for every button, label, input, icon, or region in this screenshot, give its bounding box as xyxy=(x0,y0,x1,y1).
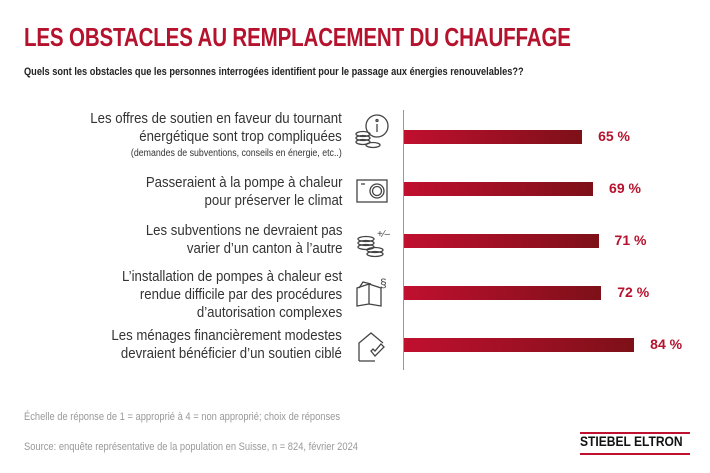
label-line: L’installation de pompes à chaleur est xyxy=(121,268,342,285)
law-book-icon: § xyxy=(356,276,387,307)
coins-plus-minus-icon: +∕– xyxy=(357,229,391,258)
svg-text:+∕–: +∕– xyxy=(377,229,391,240)
bar xyxy=(404,286,602,300)
subtitle: Quels sont les obstacles que les personn… xyxy=(24,66,524,78)
data-label: 71 % xyxy=(614,232,647,248)
category-label-4: L’installation de pompes à chaleur est r… xyxy=(122,268,342,322)
source-note: Source: enquête représentative de la pop… xyxy=(24,441,358,453)
category-label-1: Les offres de soutien en faveur du tourn… xyxy=(91,110,342,162)
category-label-2: Passeraient à la pompe à chaleur pour pr… xyxy=(145,174,342,210)
category-label-3: Les subventions ne devraient pas varier … xyxy=(145,222,342,258)
label-line: Les offres de soutien en faveur du tourn… xyxy=(90,110,342,127)
scale-note: Échelle de réponse de 1 = approprié à 4 … xyxy=(24,411,341,423)
category-label-5: Les ménages financièrement modestes devr… xyxy=(112,327,342,363)
label-line: Passeraient à la pompe à chaleur xyxy=(145,174,342,191)
label-line: devraient bénéficier d’un soutien ciblé xyxy=(121,345,342,362)
logo-text: STIEBEL ELTRON xyxy=(580,433,683,449)
data-label: 65 % xyxy=(598,128,631,144)
label-line: Les ménages financièrement modestes xyxy=(111,327,342,344)
label-line: varier d’un canton à l’autre xyxy=(186,240,342,257)
bar xyxy=(404,130,583,144)
bar xyxy=(404,338,635,352)
info-coins-icon xyxy=(355,114,389,149)
label-note: (demandes de subventions, conseils en én… xyxy=(131,148,342,159)
heat-pump-icon xyxy=(356,179,388,203)
page-title: LES OBSTACLES AU REMPLACEMENT DU CHAUFFA… xyxy=(24,22,571,52)
data-label: 72 % xyxy=(617,284,650,300)
svg-text:§: § xyxy=(380,276,387,290)
label-line: Les subventions ne devraient pas xyxy=(145,222,342,239)
category-axis-line xyxy=(403,110,404,370)
label-line: énergétique sont trop compliquées xyxy=(139,128,342,145)
house-check-icon xyxy=(358,332,385,362)
bar xyxy=(404,234,599,248)
data-label: 69 % xyxy=(609,180,641,196)
stiebel-eltron-logo: STIEBEL ELTRON xyxy=(580,432,690,455)
label-line: d’autorisation complexes xyxy=(196,304,342,321)
bar xyxy=(404,182,594,196)
label-line: pour préserver le climat xyxy=(204,192,342,209)
data-label: 84 % xyxy=(650,336,683,352)
label-line: rendue difficile par des procédures xyxy=(139,286,342,303)
